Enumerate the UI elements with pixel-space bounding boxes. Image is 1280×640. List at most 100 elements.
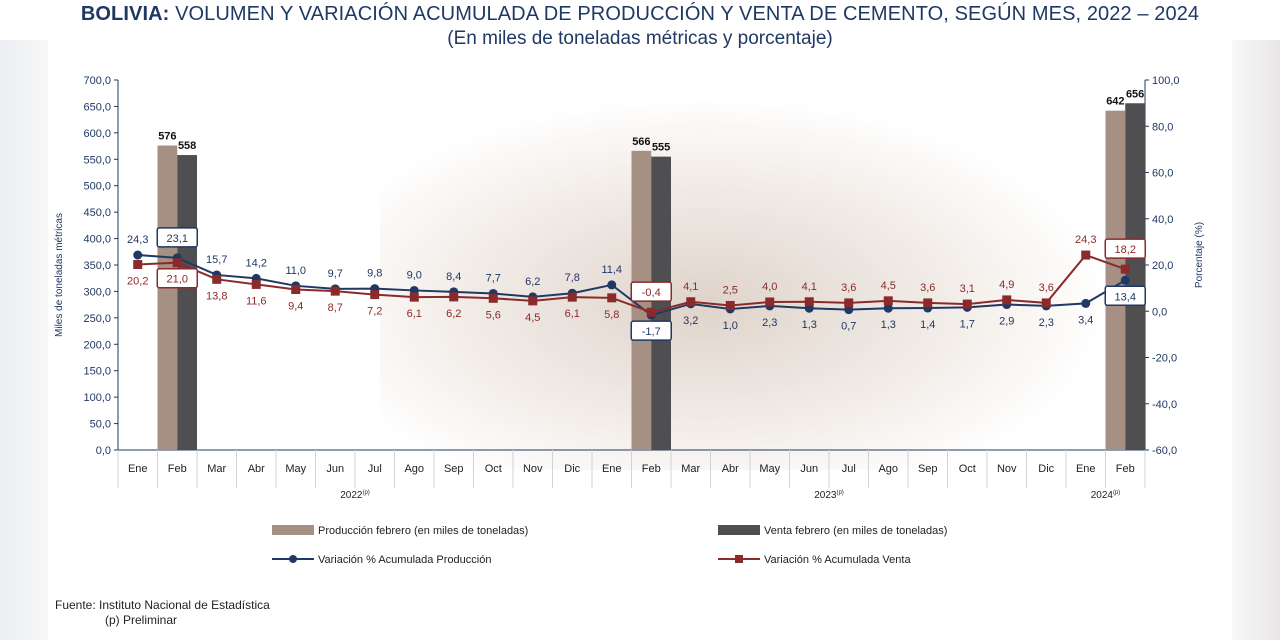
venta-marker bbox=[962, 299, 972, 309]
venta-bar-label: 558 bbox=[178, 140, 196, 152]
venta-marker bbox=[370, 290, 380, 300]
venta-marker bbox=[1081, 250, 1091, 260]
produccion-data-label: 11,4 bbox=[601, 264, 622, 276]
left-tick-label: 500,0 bbox=[83, 181, 111, 193]
produccion-bar-label: 576 bbox=[158, 131, 176, 143]
produccion-bar-label: 642 bbox=[1106, 96, 1124, 108]
venta-marker bbox=[133, 260, 143, 270]
month-label: Sep bbox=[444, 463, 464, 475]
venta-bar bbox=[651, 156, 671, 450]
produccion-data-label: 3,4 bbox=[1078, 314, 1093, 326]
venta-marker bbox=[172, 258, 182, 268]
month-label: Jun bbox=[326, 463, 344, 475]
left-tick-label: 100,0 bbox=[83, 392, 111, 404]
left-tick-label: 400,0 bbox=[83, 234, 111, 246]
chart-subtitle: (En miles de toneladas métricas y porcen… bbox=[447, 28, 833, 49]
venta-data-label: 11,6 bbox=[246, 295, 267, 307]
footer: Fuente: Instituto Nacional de Estadístic… bbox=[55, 598, 270, 628]
venta-marker bbox=[646, 307, 656, 317]
venta-marker bbox=[923, 298, 933, 308]
venta-data-label: 24,3 bbox=[1075, 234, 1096, 246]
produccion-data-label: -1,7 bbox=[642, 326, 661, 338]
left-tick-label: 300,0 bbox=[83, 286, 111, 298]
right-tick-label: 100,0 bbox=[1152, 75, 1180, 87]
right-tick-label: -20,0 bbox=[1152, 353, 1177, 365]
venta-data-label: 2,5 bbox=[723, 284, 738, 296]
venta-data-label: 8,7 bbox=[328, 302, 343, 314]
venta-data-label: 7,2 bbox=[367, 306, 382, 318]
left-tick-label: 450,0 bbox=[83, 207, 111, 219]
right-tick-label: 60,0 bbox=[1152, 168, 1173, 180]
venta-marker bbox=[844, 298, 854, 308]
left-tick-label: 150,0 bbox=[83, 366, 111, 378]
left-tick-label: 650,0 bbox=[83, 101, 111, 113]
month-label: Mar bbox=[681, 463, 700, 475]
venta-line bbox=[137, 253, 1126, 314]
venta-marker bbox=[725, 300, 735, 310]
venta-data-label: 6,2 bbox=[446, 308, 461, 320]
left-tick-label: 350,0 bbox=[83, 260, 111, 272]
legend-venta-line-swatch-marker bbox=[735, 555, 743, 563]
produccion-bar-label: 566 bbox=[632, 136, 650, 148]
venta-data-label: 4,1 bbox=[683, 281, 698, 293]
venta-bar bbox=[177, 155, 197, 451]
produccion-data-label: 6,2 bbox=[525, 276, 540, 288]
venta-marker bbox=[1002, 295, 1012, 305]
legend-produccion-line-swatch-marker bbox=[289, 555, 297, 563]
produccion-data-label: 2,3 bbox=[762, 317, 777, 329]
venta-bar-label: 555 bbox=[652, 142, 670, 154]
background-right bbox=[1232, 40, 1280, 640]
venta-marker bbox=[251, 279, 261, 289]
left-tick-label: 50,0 bbox=[90, 419, 111, 431]
venta-data-label: 3,6 bbox=[1039, 282, 1054, 294]
produccion-bar bbox=[157, 145, 178, 451]
produccion-data-label: 14,2 bbox=[246, 257, 267, 269]
month-label: Jul bbox=[368, 463, 382, 475]
background-left bbox=[0, 40, 48, 640]
month-label: Dic bbox=[1038, 463, 1054, 475]
month-label: Abr bbox=[248, 463, 265, 475]
legend-produccion-line-text: Variación % Acumulada Producción bbox=[318, 554, 491, 566]
produccion-data-label: 9,7 bbox=[328, 268, 343, 280]
month-label: Oct bbox=[959, 463, 976, 475]
venta-marker bbox=[607, 293, 617, 303]
month-label: Ene bbox=[128, 463, 148, 475]
produccion-data-label: 9,0 bbox=[407, 269, 422, 281]
produccion-marker bbox=[133, 250, 143, 260]
venta-data-label: 3,6 bbox=[920, 282, 935, 294]
venta-marker bbox=[567, 292, 577, 302]
venta-marker bbox=[330, 286, 340, 296]
month-label: Jul bbox=[842, 463, 856, 475]
produccion-data-label: 13,4 bbox=[1115, 291, 1136, 303]
month-label: May bbox=[285, 463, 306, 475]
produccion-data-label: 0,7 bbox=[841, 321, 856, 333]
venta-label-box bbox=[630, 281, 672, 302]
venta-bar-label: 656 bbox=[1126, 88, 1144, 100]
produccion-marker bbox=[1120, 275, 1130, 285]
produccion-bar bbox=[1105, 110, 1126, 451]
produccion-label-box bbox=[1104, 285, 1146, 307]
venta-bar bbox=[1125, 103, 1145, 450]
venta-data-label: 4,5 bbox=[881, 280, 896, 292]
month-label: May bbox=[759, 463, 780, 475]
month-label: Feb bbox=[1116, 463, 1135, 475]
venta-marker bbox=[449, 292, 459, 302]
month-label: Nov bbox=[997, 463, 1017, 475]
right-axis-title: Porcentaje (%) bbox=[1194, 222, 1205, 288]
produccion-data-label: 23,1 bbox=[167, 233, 188, 245]
produccion-data-label: 24,3 bbox=[127, 234, 148, 246]
legend-venta-line-text: Variación % Acumulada Venta bbox=[764, 554, 911, 566]
produccion-data-label: 7,7 bbox=[486, 272, 501, 284]
venta-data-label: 6,1 bbox=[407, 308, 422, 320]
venta-data-label: 6,1 bbox=[565, 308, 580, 320]
produccion-data-label: 2,9 bbox=[999, 316, 1014, 328]
produccion-data-label: 1,0 bbox=[723, 320, 738, 332]
produccion-data-label: 8,4 bbox=[446, 271, 461, 283]
legend-produccion-bar-swatch bbox=[272, 525, 314, 535]
month-label: Feb bbox=[642, 463, 661, 475]
month-label: Ago bbox=[404, 463, 424, 475]
left-axis-title: Miles de toneladas métricas bbox=[54, 213, 65, 337]
month-label: Abr bbox=[722, 463, 739, 475]
month-label: Mar bbox=[207, 463, 226, 475]
